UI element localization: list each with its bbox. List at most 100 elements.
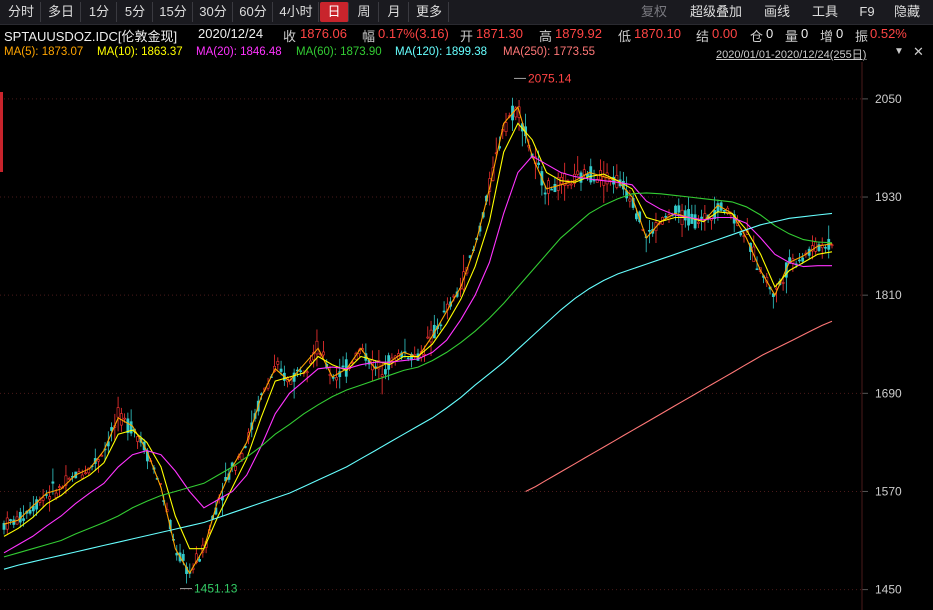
candle-body — [28, 509, 32, 514]
ma-legend: MA(5): 1873.07 MA(10): 1863.37 MA(20): 184… — [0, 44, 933, 62]
candle-body — [442, 310, 446, 313]
candle-body — [279, 368, 283, 372]
candle-body — [110, 427, 113, 431]
candle-body — [504, 122, 508, 132]
y-tick-label: 1810 — [875, 288, 902, 302]
candle-body — [305, 371, 309, 374]
candle-body — [136, 436, 140, 442]
annotation-label-low: 1451.13 — [194, 582, 238, 596]
amplitude-label: 振 — [855, 29, 869, 44]
close-icon[interactable]: ✕ — [913, 44, 924, 59]
period-tab-7[interactable]: 4小时 — [274, 2, 319, 22]
candle-body — [582, 169, 586, 175]
period-tab-6[interactable]: 60分 — [234, 2, 273, 22]
toolbar-right-button-3[interactable]: 工具 — [811, 4, 838, 19]
close-value: 1876.06 — [300, 26, 347, 41]
toolbar-right-button-5[interactable]: 隐藏 — [893, 4, 920, 19]
candle-body — [51, 481, 55, 484]
candle-body — [22, 518, 25, 521]
position-label: 仓 — [750, 29, 764, 44]
candle-body — [830, 244, 834, 247]
candle-body — [54, 492, 58, 498]
candle-body — [126, 418, 130, 434]
y-tick-label: 1450 — [875, 583, 902, 597]
candle-body — [129, 421, 133, 434]
ma-lines — [3, 105, 833, 575]
candle-body — [693, 214, 697, 229]
symbol-name: SPTAUUSDOZ.IDC[伦敦金现] — [4, 29, 178, 44]
candle-body — [739, 232, 743, 236]
period-tab-9[interactable]: 周 — [350, 2, 379, 22]
candle-body — [64, 475, 68, 486]
candle-body — [84, 472, 87, 475]
candle-body — [41, 497, 45, 501]
candle-body — [817, 244, 821, 251]
candle-body — [573, 173, 576, 184]
candle-body — [550, 188, 554, 191]
candle-body — [426, 336, 430, 339]
chevron-down-icon[interactable]: ▼ — [894, 46, 904, 57]
settle-label: 结 — [696, 29, 710, 44]
candle-body — [87, 467, 91, 474]
candle-body — [612, 176, 615, 185]
chart-annotations: 2075.14 1451.13 — [180, 71, 572, 596]
ma-legend-item: MA(250): 1773.55 — [503, 46, 596, 58]
annotation-label-high: 2075.14 — [528, 71, 572, 85]
y-tick-label: 2050 — [875, 92, 902, 106]
candle-body — [181, 553, 185, 561]
candle-body — [331, 377, 335, 379]
period-tab-3[interactable]: 5分 — [118, 2, 153, 22]
position-value: 0 — [766, 26, 774, 41]
chart-grid — [0, 92, 862, 591]
candle-body — [700, 216, 704, 219]
candle-body — [801, 257, 805, 262]
low-label: 低 — [618, 29, 632, 44]
candle-body — [299, 370, 303, 373]
candle-body — [664, 216, 668, 218]
period-tab-11[interactable]: 更多 — [410, 2, 449, 22]
candle-body — [322, 351, 325, 356]
open-value: 1871.30 — [476, 26, 523, 41]
period-tab-0[interactable]: 分时 — [2, 2, 41, 22]
candle-body — [635, 213, 638, 220]
candle-body — [48, 496, 52, 500]
period-tab-1[interactable]: 多日 — [42, 2, 81, 22]
candle-body — [546, 180, 550, 194]
period-tab-4[interactable]: 15分 — [154, 2, 193, 22]
period-tab-8[interactable]: 日 — [320, 2, 349, 22]
toolbar-right-button-2[interactable]: 画线 — [763, 4, 790, 19]
candle-body — [80, 474, 84, 479]
candle-body — [2, 523, 6, 530]
period-tab-2[interactable]: 1分 — [82, 2, 117, 22]
left-marker — [0, 92, 3, 172]
period-tab-5[interactable]: 30分 — [194, 2, 233, 22]
candle-body — [605, 172, 609, 185]
ma-legend-item: MA(120): 1899.38 — [395, 46, 488, 58]
date-range-selector[interactable]: 2020/01/01-2020/12/24(255日) — [716, 49, 867, 61]
candle-body — [312, 352, 316, 361]
ma-line-MA20 — [3, 155, 832, 554]
candle-body — [439, 324, 443, 327]
increase-value: 0 — [836, 26, 844, 41]
candle-body — [335, 377, 338, 381]
candle-body — [423, 354, 426, 356]
candle-body — [556, 177, 560, 191]
period-tab-10[interactable]: 月 — [380, 2, 409, 22]
candle-body — [755, 268, 759, 271]
ma-line-MA5 — [3, 105, 833, 575]
candle-body — [341, 365, 345, 368]
high-label: 高 — [539, 29, 553, 44]
candle-body — [100, 454, 104, 457]
toolbar-right-button-4[interactable]: F9 — [859, 4, 875, 19]
candle-body — [537, 162, 541, 165]
price-chart[interactable]: 1450 1570 1690 1810 1930 2050 2075.14 1451.13 — [0, 62, 933, 610]
increase-label: 增 — [820, 29, 834, 44]
toolbar-right-button-1[interactable]: 超级叠加 — [689, 4, 742, 19]
candle-body — [677, 205, 681, 213]
candle-body — [589, 166, 593, 183]
toolbar-right-button-0[interactable]: 复权 — [640, 4, 667, 19]
candle-body — [595, 178, 599, 183]
candle-body — [648, 230, 651, 232]
close-label: 收 — [283, 29, 297, 44]
ma-legend-item: MA(5): 1873.07 — [4, 46, 84, 58]
